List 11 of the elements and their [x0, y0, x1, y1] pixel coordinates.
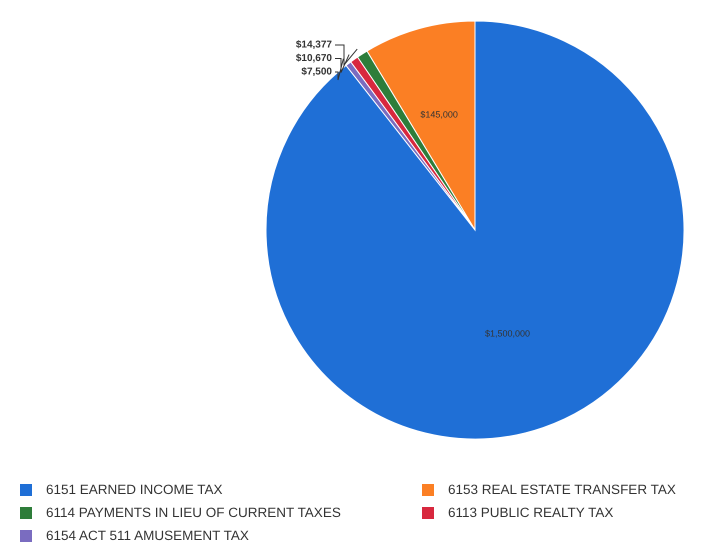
data-label: $14,377 [296, 40, 332, 50]
data-label: $145,000 [420, 109, 458, 120]
legend-label: 6113 PUBLIC REALTY TAX [448, 505, 614, 520]
legend-label: 6114 PAYMENTS IN LIEU OF CURRENT TAXES [46, 505, 341, 520]
legend-label: 6153 REAL ESTATE TRANSFER TAX [448, 482, 676, 497]
data-label: $7,500 [301, 66, 332, 78]
data-label: $10,670 [296, 53, 332, 64]
pie-slice [266, 20, 684, 440]
legend-label: 6151 EARNED INCOME TAX [46, 482, 223, 497]
legend-label: 6154 ACT 511 AMUSEMENT TAX [46, 528, 249, 543]
data-label: $1,500,000 [484, 328, 530, 339]
